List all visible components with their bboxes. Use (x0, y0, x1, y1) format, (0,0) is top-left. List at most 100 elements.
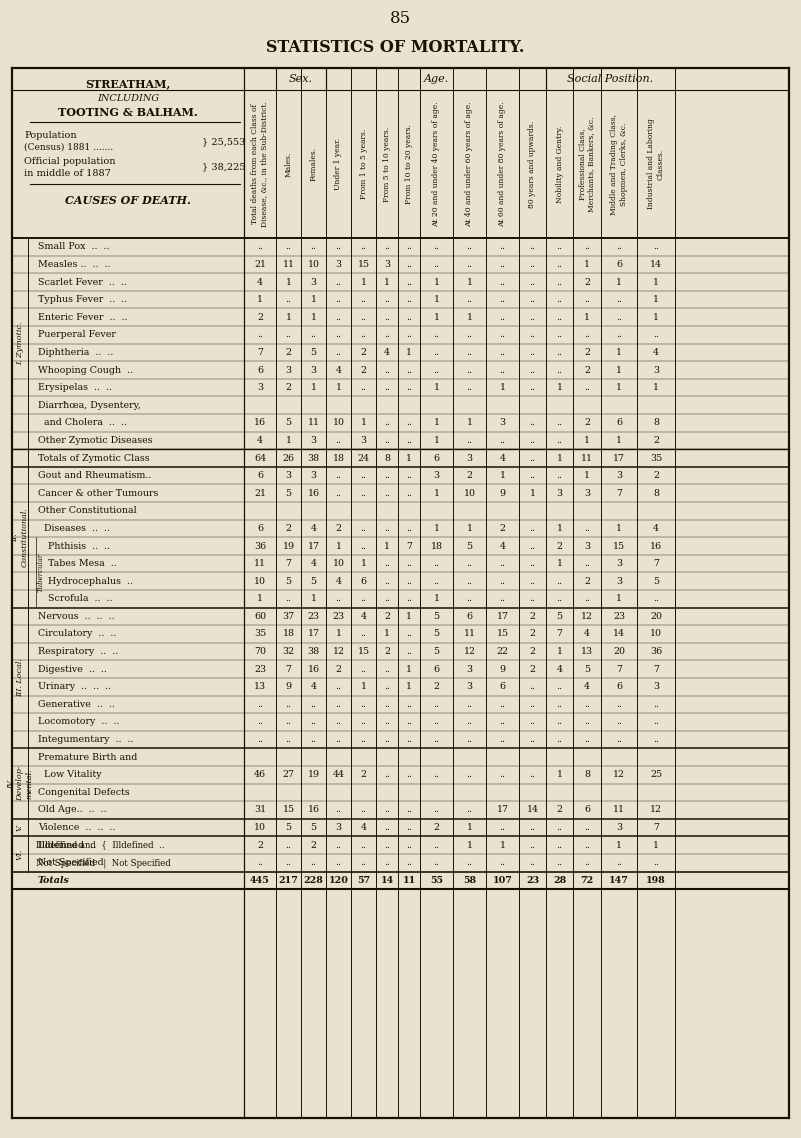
Text: ..: .. (433, 841, 440, 850)
Text: ..: .. (529, 278, 536, 287)
Text: ..: .. (406, 471, 412, 480)
Text: 36: 36 (254, 542, 266, 551)
Text: ..: .. (557, 278, 562, 287)
Text: 10: 10 (308, 259, 320, 269)
Text: ..: .. (557, 348, 562, 357)
Text: 2: 2 (360, 365, 367, 374)
Text: 1: 1 (433, 594, 440, 603)
Text: ..: .. (285, 717, 292, 726)
Text: Not Specified: Not Specified (38, 858, 104, 867)
Text: ..: .. (557, 858, 562, 867)
Text: ..: .. (336, 242, 341, 251)
Text: 1: 1 (433, 523, 440, 533)
Text: and Cholera  ..  ..: and Cholera .. .. (38, 419, 127, 427)
Text: Violence  ..  ..  ..: Violence .. .. .. (38, 823, 115, 832)
Text: Middle and Trading Class,
Shopmen, Clerks, &c.: Middle and Trading Class, Shopmen, Clerk… (610, 114, 628, 214)
Text: ..: .. (433, 559, 440, 568)
Text: 23: 23 (308, 612, 320, 621)
Text: Scrofula  ..  ..: Scrofula .. .. (42, 594, 112, 603)
Text: ..: .. (336, 717, 341, 726)
Text: Enteric Fever  ..  ..: Enteric Fever .. .. (38, 313, 127, 322)
Text: Nobility and Gentry.: Nobility and Gentry. (556, 125, 563, 203)
Text: ..: .. (285, 242, 292, 251)
Text: Social Position.: Social Position. (567, 74, 654, 84)
Text: 1: 1 (360, 278, 367, 287)
Text: 1: 1 (311, 594, 316, 603)
Text: 198: 198 (646, 876, 666, 885)
Text: 3: 3 (466, 683, 473, 691)
Text: ..: .. (360, 806, 367, 815)
Text: Congenital Defects: Congenital Defects (38, 787, 130, 797)
Text: ..: .. (384, 735, 390, 744)
Text: 19: 19 (308, 770, 320, 780)
Text: 11: 11 (308, 419, 320, 427)
Text: ..: .. (584, 559, 590, 568)
Text: 6: 6 (433, 665, 440, 674)
Text: ..: .. (384, 841, 390, 850)
Text: 4: 4 (557, 665, 562, 674)
Text: 15: 15 (283, 806, 295, 815)
Text: 35: 35 (254, 629, 266, 638)
Text: ..: .. (311, 242, 316, 251)
Text: 7: 7 (616, 665, 622, 674)
Text: 1: 1 (336, 384, 341, 393)
Text: 445: 445 (250, 876, 270, 885)
Text: ..: .. (529, 419, 536, 427)
Text: 2: 2 (529, 648, 536, 657)
Text: 4: 4 (360, 823, 367, 832)
Text: INCLUDING: INCLUDING (97, 93, 159, 102)
Text: 1: 1 (653, 841, 659, 850)
Text: 11: 11 (402, 876, 416, 885)
Text: 72: 72 (581, 876, 594, 885)
Text: ..: .. (311, 717, 316, 726)
Text: 3: 3 (466, 454, 473, 462)
Text: ..: .. (500, 278, 505, 287)
Text: 19: 19 (283, 542, 295, 551)
Text: ..: .. (384, 665, 390, 674)
Text: ..: .. (384, 858, 390, 867)
Text: ..: .. (433, 806, 440, 815)
Text: ..: .. (336, 330, 341, 339)
Text: Industrial and Laboring
Classes.: Industrial and Laboring Classes. (647, 118, 665, 209)
Text: 14: 14 (380, 876, 393, 885)
Text: ..: .. (584, 594, 590, 603)
Text: 3: 3 (584, 488, 590, 497)
Text: Integumentary  ..  ..: Integumentary .. .. (38, 735, 134, 744)
Text: III. Local.: III. Local. (16, 659, 24, 698)
Text: 1: 1 (466, 419, 473, 427)
Text: 3: 3 (384, 259, 390, 269)
Text: 1: 1 (433, 384, 440, 393)
Text: ..: .. (311, 735, 316, 744)
Text: ..: .. (360, 313, 367, 322)
Text: 27: 27 (283, 770, 295, 780)
Text: ..: .. (360, 384, 367, 393)
Text: 16: 16 (650, 542, 662, 551)
Text: ..: .. (466, 700, 473, 709)
Text: ..: .. (384, 330, 390, 339)
Text: ..: .. (336, 436, 341, 445)
Text: 23: 23 (332, 612, 344, 621)
Text: ..: .. (406, 523, 412, 533)
Text: ..: .. (406, 488, 412, 497)
Text: ..: .. (466, 577, 473, 586)
Text: 4: 4 (500, 454, 505, 462)
Text: 9: 9 (500, 488, 505, 497)
Text: ..: .. (406, 384, 412, 393)
Text: ..: .. (285, 735, 292, 744)
Text: 8: 8 (584, 770, 590, 780)
Text: ..: .. (500, 700, 505, 709)
Text: 3: 3 (433, 471, 440, 480)
Text: 4: 4 (653, 348, 659, 357)
Text: Other Constitutional: Other Constitutional (38, 506, 137, 516)
Text: 7: 7 (653, 559, 659, 568)
Text: 1: 1 (466, 278, 473, 287)
Text: 18: 18 (283, 629, 295, 638)
Text: 11: 11 (283, 259, 295, 269)
Text: ..: .. (360, 471, 367, 480)
Text: 2: 2 (336, 523, 341, 533)
Text: ..: .. (557, 577, 562, 586)
Text: Official population: Official population (24, 157, 115, 165)
Text: 4: 4 (336, 365, 341, 374)
Text: 2: 2 (257, 841, 263, 850)
Text: 2: 2 (529, 665, 536, 674)
